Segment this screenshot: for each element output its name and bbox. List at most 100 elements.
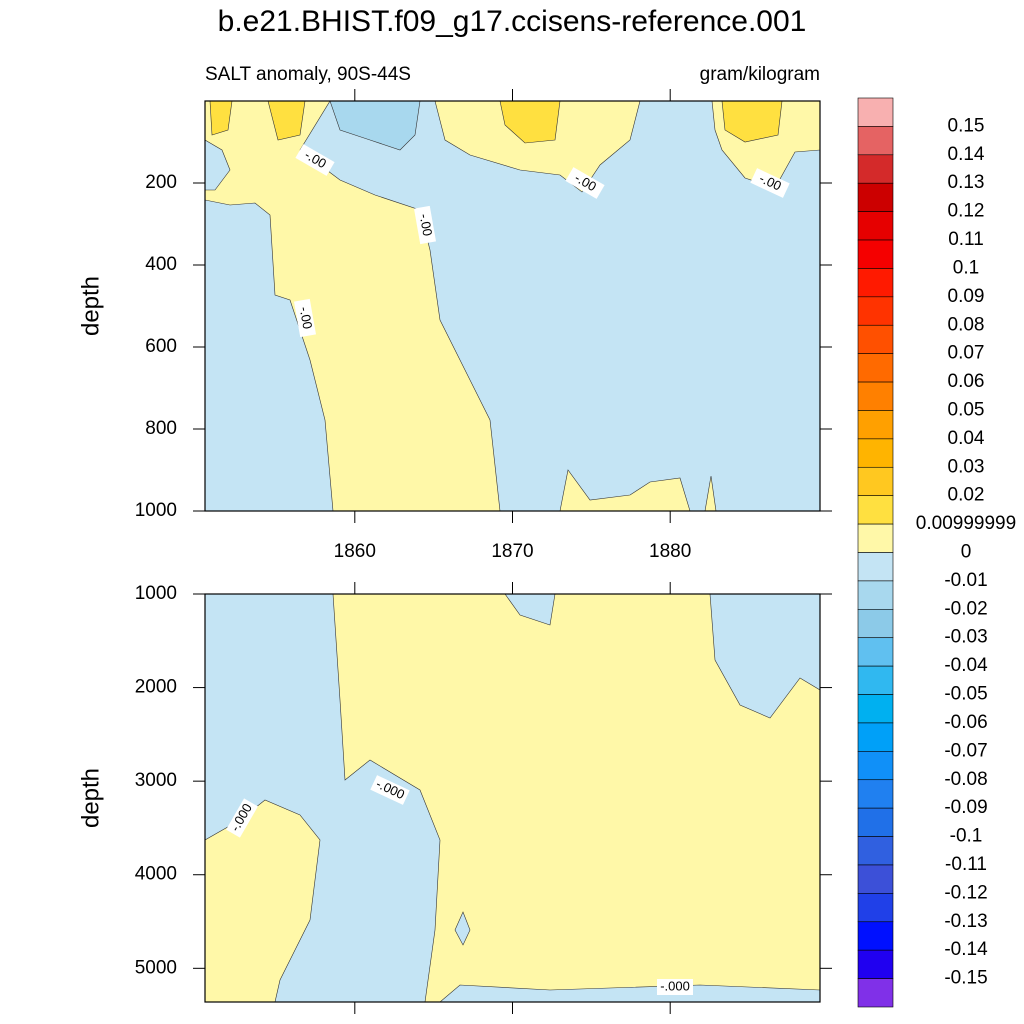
x-tick-label: 1860: [334, 541, 376, 562]
contour-fill: [205, 594, 820, 1002]
y-tick-label: 800: [145, 418, 177, 439]
y-tick-label: 1000: [135, 583, 177, 604]
chart-title: b.e21.BHIST.f09_g17.ccisens-reference.00…: [218, 5, 807, 38]
colorbar-label: 0.04: [948, 428, 985, 449]
colorbar-label: 0.15: [948, 115, 985, 136]
x-tick-label: 1880: [649, 541, 691, 562]
contour-label-bg: [657, 979, 693, 995]
contour-region: [704, 475, 717, 511]
colorbar-box: [857, 268, 894, 298]
colorbar-label: -0.15: [944, 968, 987, 989]
colorbar-box: [857, 921, 894, 951]
contour-region: [454, 911, 471, 946]
colorbar-box: [857, 552, 894, 582]
y-axis-label: depth: [77, 276, 104, 336]
y-tick-label: 4000: [135, 864, 177, 885]
colorbar-label: -0.1: [950, 826, 983, 847]
subtitle-left: SALT anomaly, 90S-44S: [205, 64, 411, 85]
colorbar-box: [857, 694, 894, 724]
contour-label-bg: [226, 798, 258, 838]
colorbar-box: [857, 211, 894, 241]
colorbar-box: [857, 296, 894, 326]
colorbar-box: [857, 438, 894, 468]
y-tick-label: 2000: [135, 677, 177, 698]
colorbar-label: -0.12: [944, 882, 987, 903]
contour-region: [209, 101, 233, 136]
colorbar-box: [857, 324, 894, 354]
colorbar-box: [857, 637, 894, 667]
colorbar-label: 0.07: [948, 343, 985, 364]
colorbar-box: [857, 353, 894, 383]
contour-label: -.00: [750, 168, 790, 198]
colorbar-box: [857, 182, 894, 212]
colorbar-box: [857, 949, 894, 979]
contour-label-text: -.00: [297, 305, 316, 330]
colorbar-box: [857, 609, 894, 639]
colorbar-label: 0.02: [948, 485, 985, 506]
colorbar-label: -0.13: [944, 911, 987, 932]
colorbar-box: [857, 523, 894, 553]
colorbar-label: 0.1: [953, 257, 979, 278]
colorbar-label: -0.08: [944, 769, 987, 790]
contour-label-bg: [370, 775, 410, 805]
contour-label-bg: [565, 167, 605, 199]
colorbar-label: 0.05: [948, 399, 985, 420]
colorbar-label: 0.09: [948, 286, 985, 307]
colorbar-box: [857, 410, 894, 440]
colorbar-label: -0.03: [944, 627, 987, 648]
contour-label-bg: [750, 168, 790, 198]
colorbar-label: 0.11: [948, 229, 984, 250]
contour-region: [205, 101, 501, 511]
colorbar-label: 0.08: [948, 314, 985, 335]
colorbar-label: 0.03: [948, 456, 985, 477]
colorbar-label: -0.06: [944, 712, 987, 733]
colorbar-label: 0: [961, 542, 972, 563]
colorbar-box: [857, 466, 894, 496]
subtitle-right: gram/kilogram: [700, 64, 820, 85]
colorbar-label: -0.02: [944, 598, 987, 619]
contour-region: [499, 101, 561, 144]
colorbar-box: [857, 807, 894, 837]
colorbar-box: [857, 722, 894, 752]
contour-region: [329, 101, 421, 151]
colorbar-label: -0.11: [945, 854, 987, 875]
colorbar-box: [857, 381, 894, 411]
colorbar-box: [857, 978, 894, 1008]
colorbar-box: [857, 751, 894, 781]
colorbar-box: [857, 154, 894, 184]
y-tick-label: 400: [145, 254, 177, 275]
contour-label-text: -.00: [417, 212, 436, 237]
colorbar-label: 0.06: [948, 371, 985, 392]
contour-label-bg: [295, 144, 335, 176]
y-tick-label: 600: [145, 336, 177, 357]
contour-label-text: -.000: [660, 978, 690, 993]
contour-region: [721, 101, 783, 143]
colorbar-label: 0.13: [948, 172, 985, 193]
colorbar-label: -0.14: [944, 939, 988, 960]
colorbar-label: -0.04: [944, 655, 988, 676]
contour-fill: [205, 101, 820, 511]
colorbar-box: [857, 495, 894, 525]
y-tick-label: 5000: [135, 957, 177, 978]
colorbar-label: 0.12: [948, 201, 985, 222]
colorbar-label: -0.05: [944, 684, 987, 705]
contour-label: -.00: [413, 205, 437, 245]
colorbar-label: -0.09: [944, 797, 987, 818]
colorbar-box: [857, 239, 894, 269]
colorbar-box: [857, 126, 894, 156]
y-tick-label: 3000: [135, 770, 177, 791]
colorbar-box: [857, 864, 894, 894]
colorbar-box: [857, 665, 894, 695]
colorbar-label: -0.01: [944, 570, 987, 591]
contour-label: -.000: [657, 978, 693, 995]
y-axis-label: depth: [77, 768, 104, 828]
colorbar-box: [857, 779, 894, 809]
contour-region: [559, 469, 691, 511]
y-tick-label: 1000: [135, 500, 177, 521]
colorbar-box: [857, 893, 894, 923]
colorbar-box: [857, 97, 894, 127]
contour-label-bg: [413, 205, 437, 245]
contour-region: [267, 101, 306, 141]
colorbar-box: [857, 836, 894, 866]
